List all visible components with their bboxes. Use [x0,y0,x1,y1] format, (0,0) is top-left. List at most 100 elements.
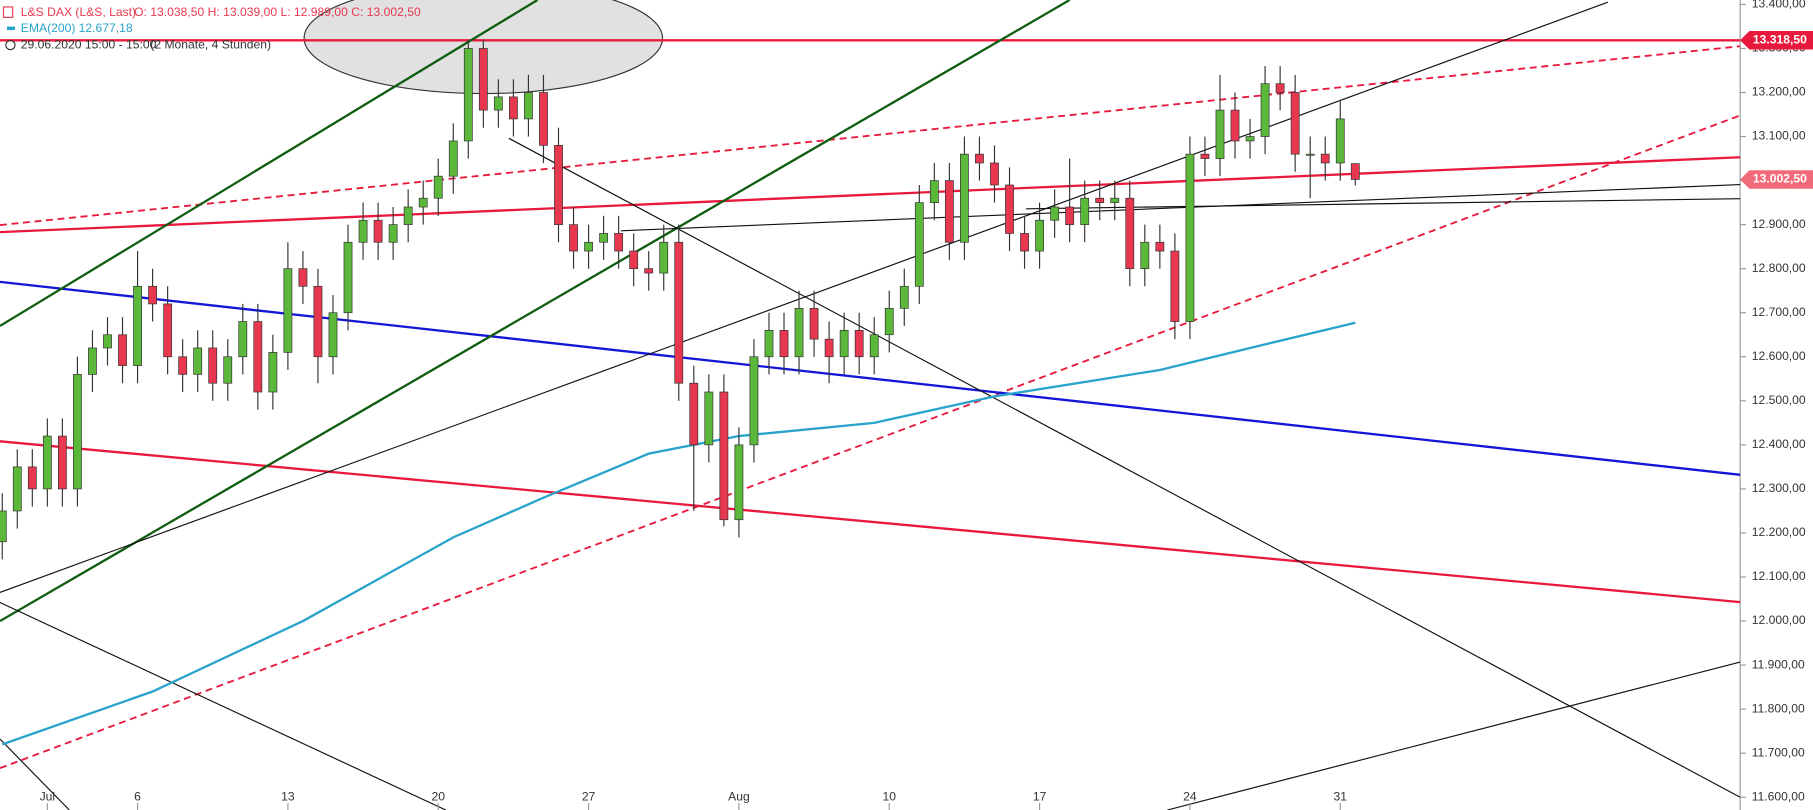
trend-line [0,156,1741,234]
y-tick-label: 11.600,00 [1752,789,1805,803]
candle-body [509,96,518,120]
x-tick-label: 27 [582,789,596,803]
candle-body [1230,109,1240,142]
candle-body [824,338,834,358]
candle-body [1335,118,1345,164]
clock-icon [5,39,16,51]
trend-line [508,137,1741,798]
candle-body [88,347,97,375]
candle-body [1245,136,1255,142]
candle-body [208,347,218,384]
candle-body [1095,197,1105,203]
x-tick-label: 10 [882,789,896,803]
candle-body [1110,197,1120,203]
candle-body [57,435,67,490]
symbol: L&S DAX (L&S, Last) [21,5,136,19]
y-tick-label: 12.000,00 [1752,613,1806,627]
candle-body [1170,250,1180,322]
trend-line [1167,661,1741,810]
axes: 11.600,00 11.700,00 11.800,00 11.900,00 12.0… [40,0,1813,810]
trend-line [0,0,539,327]
candle-body [1260,83,1270,137]
candle-body [283,268,293,353]
candle-body [313,285,323,358]
candle-body [914,202,924,287]
candle-body [869,334,879,358]
candle-body [1005,184,1014,234]
candle-body [463,48,473,142]
candle-body [975,153,984,164]
candle-body [448,140,458,177]
price-tag [1740,170,1813,189]
candle-body [1080,197,1090,225]
ema-last-value: 12.677,18 [79,21,133,35]
candle-body [794,307,804,358]
candle-body [629,250,639,270]
candle-body [12,466,22,512]
trend-line [0,440,1741,604]
candle-body [1290,92,1300,155]
price-tag-label: 13.318,50 [1753,33,1807,47]
y-tick-label: 12.900,00 [1752,217,1806,231]
candle-body [42,435,52,490]
candle-body [1200,153,1210,159]
candle-body [433,175,443,199]
candle-body [223,356,233,384]
plot-area [0,0,1741,810]
candle-body [854,329,864,358]
candle-body [27,466,37,490]
candle-body [1155,241,1165,252]
candle-body [539,92,548,146]
y-tick-label: 12.200,00 [1752,525,1806,539]
candle-body [614,233,624,252]
x-tick-label: 31 [1334,789,1348,803]
candle-body [839,329,849,358]
candle-body [929,180,939,203]
candle-body [238,321,248,358]
trend-line [0,114,1741,770]
candle-body [644,268,654,274]
candle-body [674,241,684,384]
x-tick-label: Aug [728,789,750,803]
candle-body [73,374,82,490]
candle-body [268,352,278,393]
candle-body [1035,219,1044,252]
y-tick-label: 13.200,00 [1752,85,1806,99]
candle-body [0,510,7,543]
y-tick-label: 13.100,00 [1752,129,1806,143]
candle-body [1140,241,1150,270]
candle-body [524,92,533,120]
candle-body [133,285,142,366]
candle-body [1215,109,1225,159]
price-tag-label: 13.002,50 [1753,172,1807,186]
y-tick-label: 12.100,00 [1752,569,1806,583]
y-tick-label: 11.900,00 [1752,657,1805,671]
candle-body [388,224,398,243]
candle-body [358,219,368,243]
y-tick-label: 13.400,00 [1752,0,1806,11]
candle-body [1185,153,1195,322]
candle-body [899,285,909,309]
candle-body [554,145,563,225]
trend-line [0,45,1741,226]
candle-body [764,329,774,358]
x-tick-label: 6 [134,789,141,803]
candle-body [779,329,789,358]
candle-body [960,153,969,243]
candle-body [749,356,759,446]
y-tick-label: 12.800,00 [1752,261,1806,275]
candle-body [118,334,127,366]
candle-body [343,241,353,314]
y-tick-label: 12.300,00 [1752,481,1806,495]
ema-legend: EMA(200) [21,21,76,35]
y-tick-label: 11.700,00 [1752,745,1805,759]
candle-body [1320,153,1330,164]
candle-body [659,241,669,274]
trend-line [0,0,1071,623]
trend-line [0,738,70,810]
y-tick-label: 12.400,00 [1752,437,1806,451]
candle-body [990,162,999,186]
candle-body [163,303,173,358]
